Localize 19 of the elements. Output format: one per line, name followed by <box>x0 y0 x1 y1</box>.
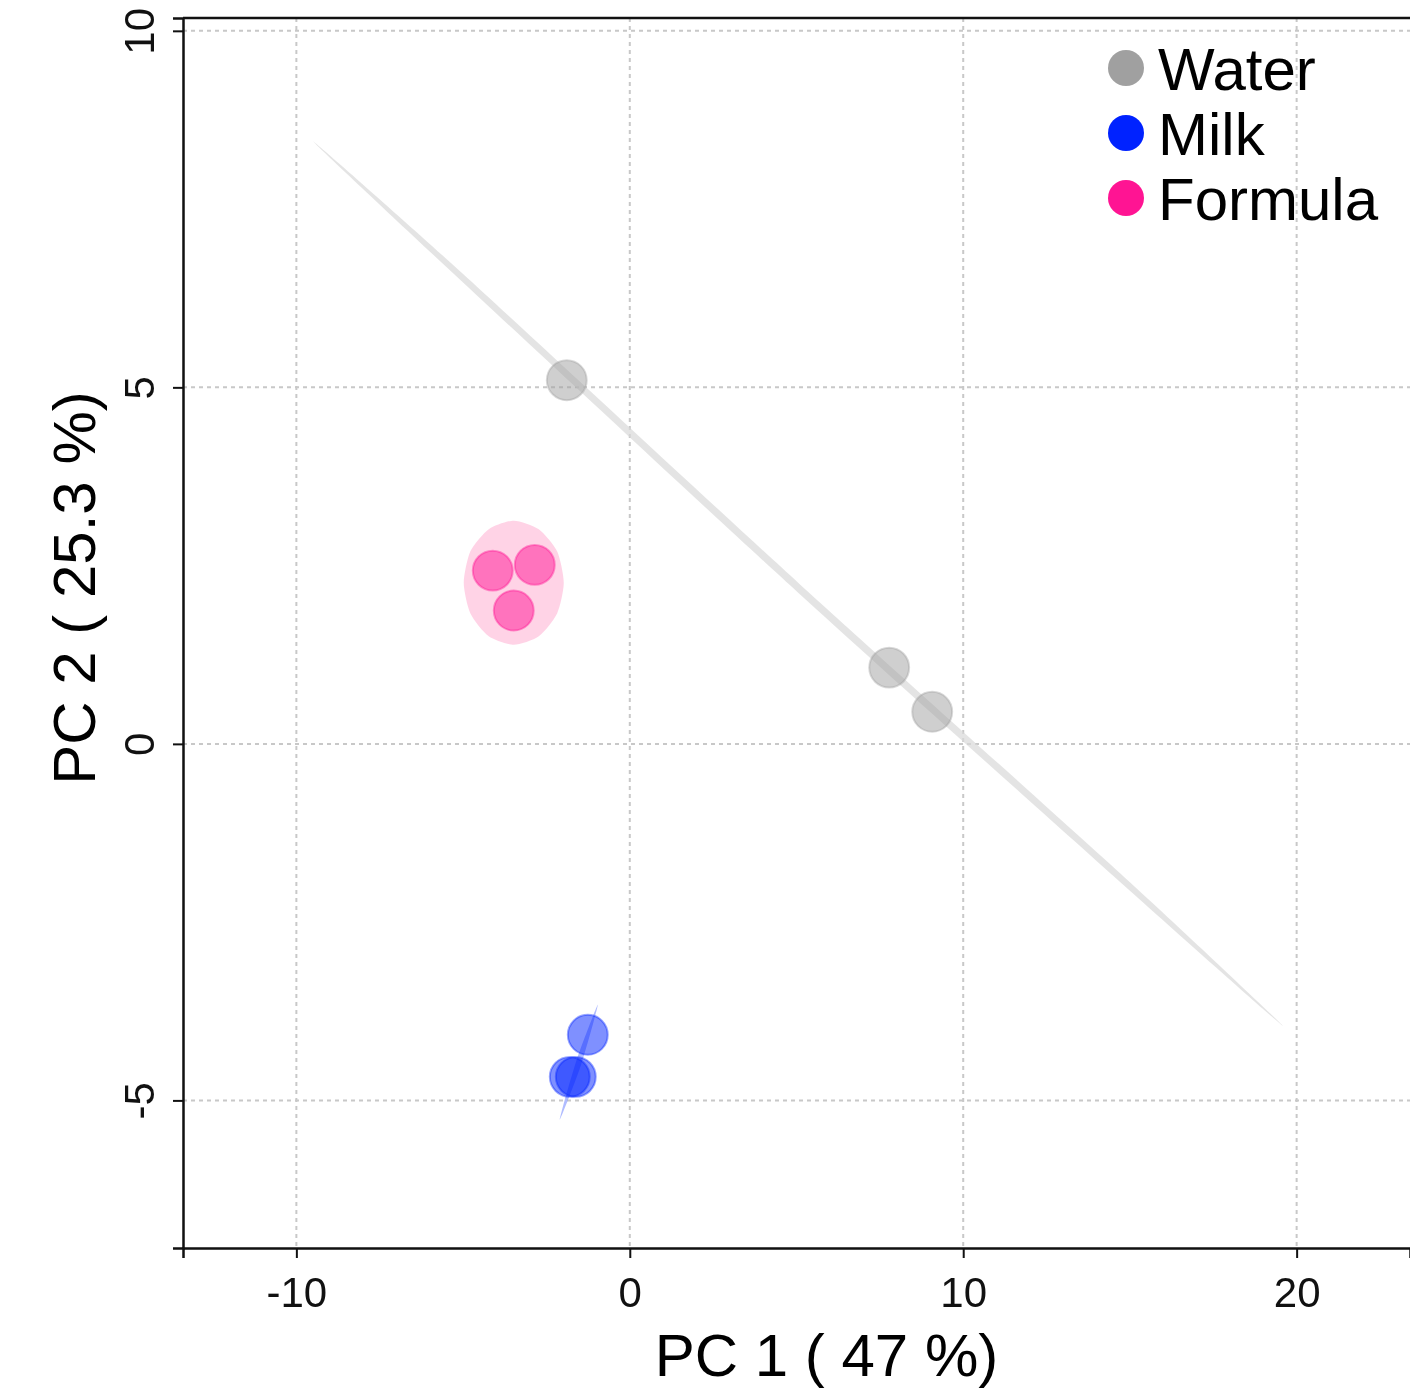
y-tick-label: -5 <box>115 1082 163 1120</box>
point <box>566 1013 609 1056</box>
point <box>911 690 954 733</box>
point <box>492 589 535 632</box>
x-tick-label: 0 <box>618 1269 642 1317</box>
point <box>868 646 911 689</box>
legend-label: Water <box>1158 35 1316 103</box>
legend-label: Milk <box>1158 100 1266 168</box>
point <box>548 1055 591 1098</box>
x-tick-label: -10 <box>266 1269 328 1317</box>
y-tick-label: 10 <box>115 7 163 55</box>
x-axis-title: PC 1 ( 47 %) <box>654 1322 999 1389</box>
y-axis-title: PC 2 ( 25.3 %) <box>41 391 108 785</box>
y-tick-label: 5 <box>115 376 163 400</box>
legend-label: Formula <box>1158 165 1379 233</box>
point <box>545 359 588 402</box>
x-tick-label: 10 <box>940 1269 988 1317</box>
x-tick-label: 20 <box>1273 1269 1321 1317</box>
y-tick-label: 0 <box>115 732 163 757</box>
